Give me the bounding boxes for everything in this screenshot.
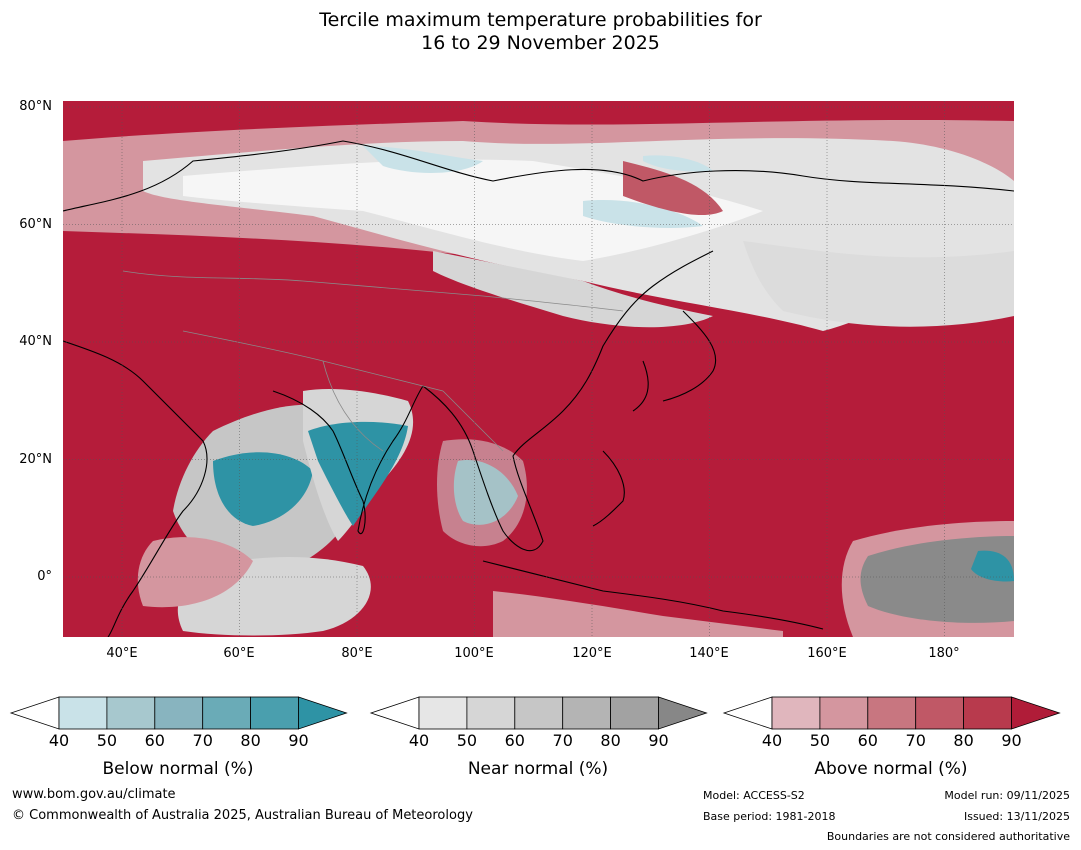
coastlines [63,140,1014,637]
lon-label-100e: 100°E [454,646,494,661]
gridlines [63,101,1014,637]
siberia-white-area [183,159,763,261]
pacific-south-below [971,550,1014,582]
chart-title: Tercile maximum temperature probabilitie… [0,9,1081,55]
india-below [308,421,408,526]
above-colorbar-segment [771,696,821,730]
near-colorbar-tick: 50 [457,731,477,750]
near-colorbar-segment [466,696,516,730]
lat-label-60n: 60°N [19,217,52,232]
near-colorbar-tick: 40 [409,731,429,750]
above-colorbar-tick: 50 [810,731,830,750]
above-colorbar-tick: 40 [762,731,782,750]
siberia-below-patches [363,146,713,228]
below-colorbar-tick: 50 [97,731,117,750]
title-line-2: 16 to 29 November 2025 [421,32,660,54]
near-colorbar-tick: 90 [648,731,668,750]
lon-label-40e: 40°E [106,646,138,661]
near-normal-label: Near normal (%) [467,759,609,779]
colorbars: 40 50 60 70 80 90 40 50 60 70 80 90 40 50 60 70 80 90 [9,696,1061,750]
below-colorbar-tick: 70 [193,731,213,750]
lon-label-120e: 120°E [572,646,612,661]
above-colorbar-tick: 80 [953,731,973,750]
near-colorbar-low-extend [369,696,420,730]
above-colorbar-segment [867,696,917,730]
above-colorbar-high-extend [1011,696,1061,730]
below-colorbar-segment [250,696,299,730]
maritime-light [493,591,783,637]
above-normal-label: Above normal (%) [814,759,968,779]
below-colorbar-segment [58,696,108,730]
below-colorbar-segment [106,696,156,730]
above-colorbar-tick: 70 [906,731,926,750]
pacific-north-near [743,241,1014,327]
copyright-text: © Commonwealth of Australia 2025, Austra… [12,808,473,823]
lon-label-60e: 60°E [223,646,255,661]
indochina-near [437,439,527,547]
above-colorbar-segment [963,696,1012,730]
near-colorbar-segment [514,696,564,730]
near-colorbar-segment [562,696,612,730]
kamchatka-red [623,161,723,216]
near-colorbar-segment [418,696,468,730]
base-period-text: Base period: 1981-2018 [703,810,836,823]
lat-label-80n: 80°N [19,99,52,114]
model-text: Model: ACCESS-S2 [703,789,805,802]
near-colorbar-tick: 60 [505,731,525,750]
boundaries-note: Boundaries are not considered authoritat… [826,830,1070,843]
title-line-1: Tercile maximum temperature probabilitie… [319,9,762,31]
indian-ocean-light [137,537,253,608]
above-colorbar-tick: 60 [858,731,878,750]
lat-label-40n: 40°N [19,334,52,349]
below-colorbar-segment [202,696,251,730]
below-normal-label: Below normal (%) [102,759,254,779]
arabian-sea-below [213,452,313,526]
lat-label-0: 0° [37,569,52,584]
above-colorbar-segment [915,696,965,730]
lon-label-160e: 160°E [807,646,847,661]
issued-text: Issued: 13/11/2025 [963,810,1070,823]
below-colorbar-tick: 90 [288,731,308,750]
country-boundaries [122,270,624,452]
lon-label-180: 180° [928,646,960,661]
above-colorbar-segment [819,696,869,730]
above-colorbar-tick: 90 [1001,731,1021,750]
website-link[interactable]: www.bom.gov.au/climate [12,787,176,802]
below-colorbar-segment [154,696,204,730]
near-colorbar-high-extend [658,696,708,730]
below-colorbar-tick: 40 [49,731,69,750]
below-colorbar-high-extend [298,696,348,730]
near-colorbar-tick: 80 [600,731,620,750]
below-colorbar-tick: 60 [145,731,165,750]
above-colorbar-low-extend [722,696,773,730]
lon-label-140e: 140°E [689,646,729,661]
below-colorbar-tick: 80 [240,731,260,750]
probability-map [63,101,1014,637]
mongolia-near [433,251,713,328]
lat-label-20n: 20°N [19,452,52,467]
model-run-text: Model run: 09/11/2025 [944,789,1070,802]
lon-label-80e: 80°E [341,646,373,661]
near-colorbar-segment [610,696,659,730]
below-colorbar-low-extend [9,696,60,730]
near-colorbar-tick: 70 [553,731,573,750]
